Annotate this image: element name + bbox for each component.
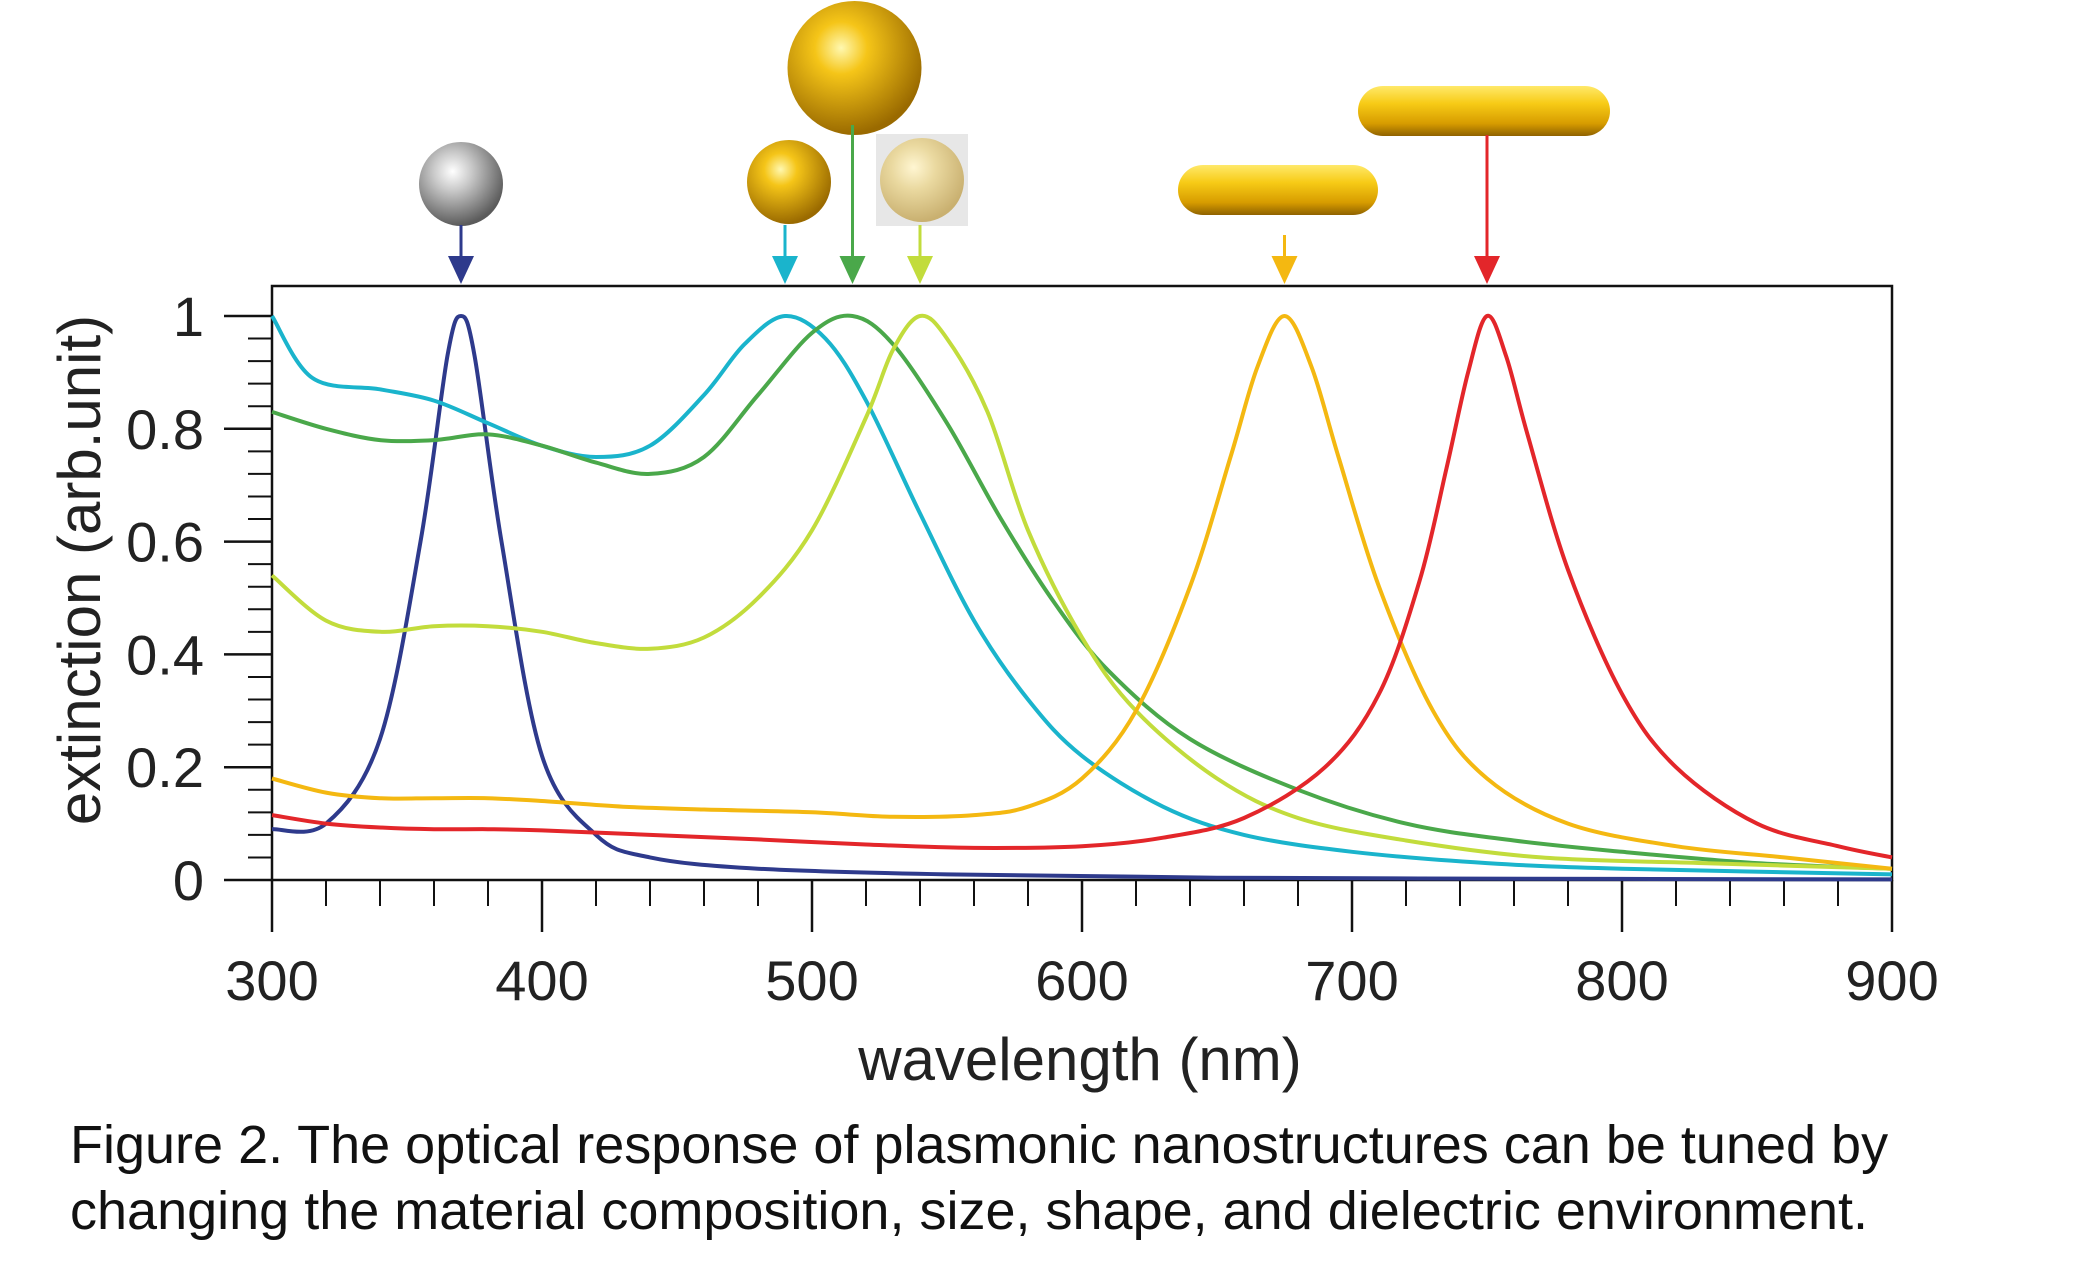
- x-tick-label: 600: [1035, 949, 1128, 1012]
- series-line-1: [271, 314, 1893, 882]
- series-line-5: [271, 314, 1893, 871]
- series-line-6: [271, 313, 1893, 860]
- x-tick-label: 900: [1845, 949, 1938, 1012]
- caption-line-1: Figure 2. The optical response of plasmo…: [70, 1115, 1889, 1175]
- series-lines: [270, 313, 1893, 882]
- peak-marker-arrowhead: [772, 256, 798, 284]
- peak-marker-arrowhead: [1271, 256, 1298, 284]
- peak-marker-arrowhead: [448, 256, 474, 284]
- peak-marker-arrowhead: [1474, 256, 1500, 284]
- y-tick-label: 0.2: [126, 736, 204, 799]
- y-tick-label: 0.8: [126, 398, 204, 461]
- silver-sphere-icon: [419, 142, 503, 226]
- caption-line-2: changing the material composition, size,…: [70, 1181, 1868, 1241]
- x-tick-label: 800: [1575, 949, 1668, 1012]
- plot-frame: [270, 284, 1894, 882]
- x-tick-label: 700: [1305, 949, 1398, 1012]
- y-tick-label: 1: [173, 285, 204, 348]
- y-axis-title: extinction (arb.unit): [46, 315, 113, 825]
- peak-markers: [448, 125, 1500, 284]
- x-axis-title: wavelength (nm): [857, 1026, 1302, 1093]
- series-line-2: [270, 313, 1893, 877]
- y-tick-label: 0.6: [126, 511, 204, 574]
- y-tick-label: 0: [173, 849, 204, 912]
- large-gold-sphere-icon: [787, 1, 922, 135]
- peak-marker-arrowhead: [839, 256, 866, 284]
- short-gold-nanorod-icon: [1178, 165, 1378, 215]
- axes: 300 400 500 600 700 800 900 0 0.2 0.4 0.6 0.8 1: [126, 284, 1939, 1012]
- x-tick-label: 300: [225, 949, 318, 1012]
- x-tick-label: 400: [495, 949, 588, 1012]
- series-line-3: [271, 313, 1893, 871]
- figure-caption: Figure 2. The optical response of plasmo…: [70, 1112, 2030, 1244]
- small-gold-sphere-icon: [747, 140, 831, 224]
- pale-gold-sphere-in-medium-icon: [876, 134, 968, 226]
- y-tick-label: 0.4: [126, 623, 204, 686]
- x-tick-label: 500: [765, 949, 858, 1012]
- long-gold-nanorod-icon: [1358, 86, 1610, 136]
- series-line-4: [270, 313, 1893, 871]
- peak-marker-arrowhead: [907, 256, 933, 284]
- nanoparticle-icons: [419, 1, 1610, 226]
